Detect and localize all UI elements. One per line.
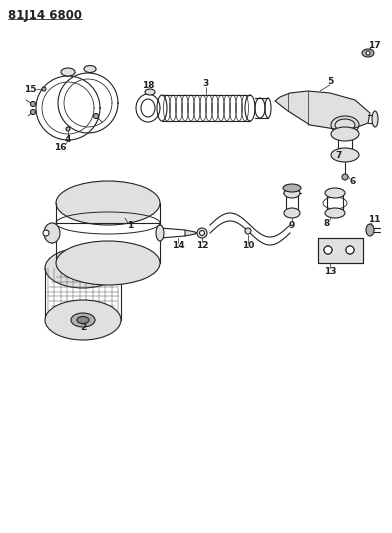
- Ellipse shape: [362, 49, 374, 57]
- Text: 6: 6: [350, 176, 356, 185]
- Ellipse shape: [366, 224, 374, 236]
- Text: 15: 15: [24, 85, 36, 93]
- Text: 16: 16: [54, 143, 66, 152]
- Text: 12: 12: [196, 240, 208, 249]
- Text: 5: 5: [327, 77, 333, 86]
- Ellipse shape: [284, 188, 300, 198]
- Polygon shape: [275, 91, 370, 129]
- Ellipse shape: [156, 225, 164, 241]
- Circle shape: [94, 114, 98, 118]
- Circle shape: [200, 230, 205, 236]
- Circle shape: [197, 228, 207, 238]
- Ellipse shape: [325, 208, 345, 218]
- Text: 7: 7: [336, 151, 342, 160]
- Ellipse shape: [71, 313, 95, 327]
- Ellipse shape: [77, 317, 89, 324]
- Ellipse shape: [44, 223, 60, 243]
- Ellipse shape: [325, 188, 345, 198]
- Text: 9: 9: [289, 221, 295, 230]
- Ellipse shape: [61, 68, 75, 76]
- Text: 17: 17: [368, 41, 380, 50]
- Text: 8: 8: [324, 219, 330, 228]
- Circle shape: [245, 228, 251, 234]
- Text: 13: 13: [324, 266, 336, 276]
- Ellipse shape: [284, 208, 300, 218]
- Ellipse shape: [45, 248, 121, 288]
- Ellipse shape: [331, 148, 359, 162]
- Ellipse shape: [45, 300, 121, 340]
- Polygon shape: [185, 230, 197, 236]
- Ellipse shape: [145, 89, 155, 95]
- Text: 4: 4: [65, 134, 71, 143]
- Circle shape: [42, 87, 46, 91]
- Circle shape: [324, 246, 332, 254]
- Ellipse shape: [84, 66, 96, 72]
- Circle shape: [31, 101, 36, 107]
- Circle shape: [31, 109, 36, 115]
- Text: 81J14 6800: 81J14 6800: [8, 9, 82, 22]
- Text: 1: 1: [127, 221, 133, 230]
- Circle shape: [342, 174, 348, 180]
- Text: 14: 14: [172, 241, 184, 251]
- Circle shape: [346, 246, 354, 254]
- Text: 10: 10: [242, 241, 254, 251]
- Ellipse shape: [56, 241, 160, 285]
- Ellipse shape: [331, 127, 359, 141]
- Ellipse shape: [372, 111, 378, 127]
- Text: 18: 18: [142, 82, 154, 91]
- FancyBboxPatch shape: [318, 238, 363, 263]
- Circle shape: [66, 127, 70, 131]
- Ellipse shape: [56, 181, 160, 225]
- Text: 11: 11: [368, 215, 380, 224]
- Circle shape: [366, 51, 370, 55]
- Circle shape: [346, 246, 354, 254]
- Text: 2: 2: [80, 324, 86, 333]
- Text: 3: 3: [203, 79, 209, 88]
- Circle shape: [43, 230, 49, 236]
- Circle shape: [324, 246, 332, 254]
- Ellipse shape: [283, 184, 301, 192]
